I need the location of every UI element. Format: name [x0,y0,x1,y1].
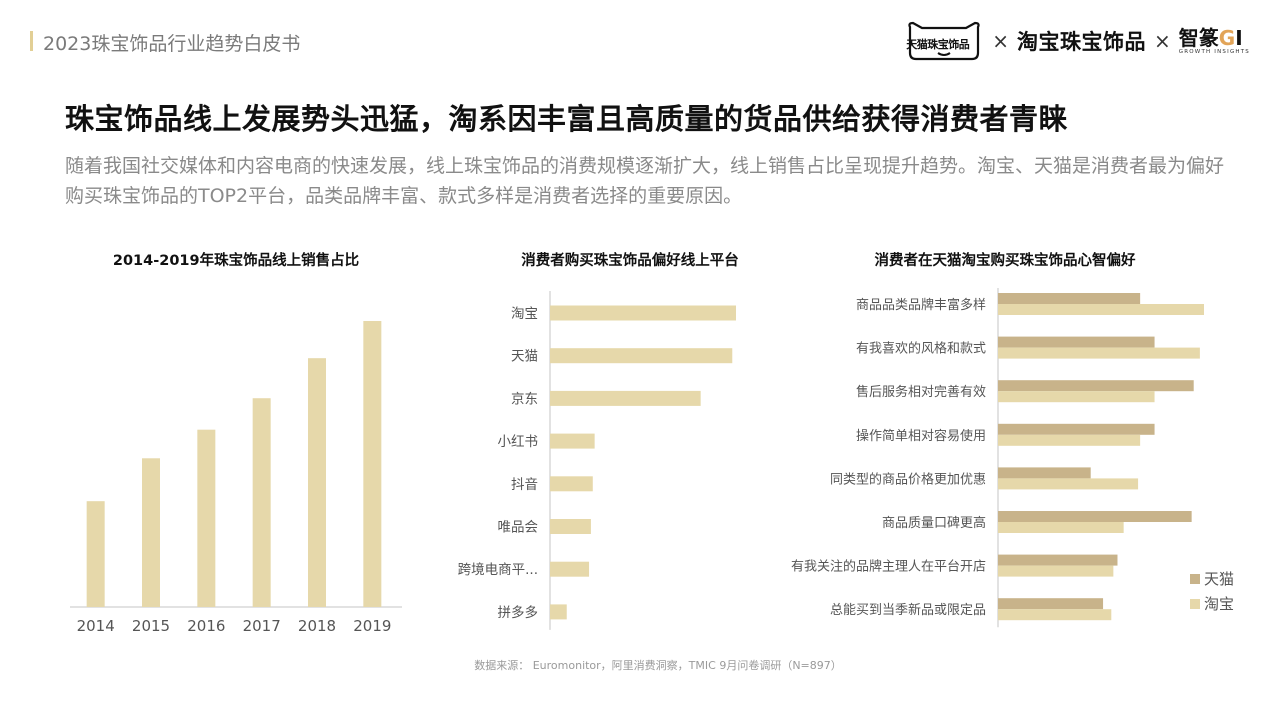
category-label: 售后服务相对完善有效 [856,384,986,400]
page-headline: 珠宝饰品线上发展势头迅猛，淘系因丰富且高质量的货品供给获得消费者青睐 [65,102,1069,136]
legend-label: 天猫 [1204,570,1234,588]
bar-小红书 [550,433,595,449]
partner-logos: 天猫珠宝饰品 × 淘宝珠宝饰品 × 智篆GI GROWTH INSIGHTS [904,18,1250,64]
category-label: 京东 [511,391,538,407]
category-label: 跨境电商平... [458,562,538,578]
gi-letter-g: G [1218,26,1236,50]
x-tick-label: 2014 [77,617,115,635]
logo-separator: × [1154,29,1171,53]
bar-淘宝-5 [998,478,1139,490]
bar-天猫-6 [998,511,1192,522]
category-label: 同类型的商品价格更加优惠 [830,471,986,487]
bar-淘宝-7 [998,565,1114,577]
bar-抖音 [550,476,593,492]
legend-swatch-天猫 [1190,574,1200,584]
bar-天猫 [550,348,733,364]
tmall-logo: 天猫珠宝饰品 [904,19,984,63]
bar-2018 [308,358,326,607]
bar-2015 [142,458,160,607]
category-label: 天猫 [511,349,538,365]
category-label: 商品质量口碑更高 [882,515,986,531]
online-share-bar-chart: 2014 2015 2016 2017 2018 2019 [70,321,402,635]
tmall-cat-outline-icon [908,21,980,61]
category-label: 小红书 [498,434,539,450]
growth-insights-tagline: GROWTH INSIGHTS [1178,49,1250,55]
bar-天猫-2 [998,336,1155,348]
category-label: 抖音 [511,476,538,493]
bar-淘宝-3 [998,391,1155,403]
category-label: 有我喜欢的风格和款式 [856,341,986,357]
gi-main-text: 智篆 [1178,26,1219,50]
bar-天猫-1 [998,293,1141,304]
chart2-title: 消费者购买珠宝饰品偏好线上平台 [521,253,739,269]
report-title: 2023珠宝饰品行业趋势白皮书 [43,33,301,55]
bar-淘宝-8 [998,609,1112,621]
bar-拼多多 [550,604,567,620]
x-tick-label: 2015 [132,617,170,635]
category-label: 总能买到当季新品或限定品 [830,602,986,618]
category-label: 淘宝 [511,306,538,322]
bar-天猫-5 [998,467,1091,479]
tmall-logo-text: 天猫珠宝饰品 [906,38,970,51]
bar-淘宝-6 [998,522,1124,533]
bar-2017 [252,398,271,607]
bar-淘宝-1 [998,304,1204,315]
legend-label: 淘宝 [1204,595,1234,613]
chart1-title: 2014-2019年珠宝饰品线上销售占比 [112,253,360,269]
bar-京东 [550,390,701,406]
category-label: 商品品类品牌丰富多样 [856,297,986,313]
gi-letter-i: I [1235,26,1243,50]
x-tick-label: 2016 [187,617,225,635]
logo-separator: × [992,29,1010,53]
header-accent-bar [30,31,33,51]
legend-swatch-淘宝 [1190,599,1200,609]
bar-天猫-7 [998,554,1118,566]
intro-paragraph: 随着我国社交媒体和内容电商的快速发展，线上珠宝饰品的消费规模逐渐扩大，线上销售占… [65,155,1225,207]
growth-insights-logo: 智篆GI GROWTH INSIGHTS [1179,27,1250,55]
bar-天猫-8 [998,598,1104,610]
x-tick-label: 2017 [243,617,281,635]
bar-唯品会 [550,519,591,534]
bar-天猫-4 [998,423,1155,435]
category-label: 唯品会 [498,520,539,536]
data-source-note: 数据来源： Euromonitor，阿里消费洞察，TMIC 9月问卷调研（N=8… [474,659,842,672]
taobao-logo-text: 淘宝珠宝饰品 [1017,30,1147,54]
category-label: 有我关注的品牌主理人在平台开店 [791,559,986,575]
bar-天猫-3 [998,380,1194,392]
bar-2014 [86,501,105,607]
bar-淘宝-4 [998,434,1141,446]
bar-淘宝 [550,305,736,321]
category-label: 操作简单相对容易使用 [856,428,986,444]
growth-insights-wordmark: 智篆GI [1179,27,1243,49]
bar-2016 [197,429,216,607]
x-tick-label: 2018 [298,617,336,635]
mindset-preference-bar-chart: 商品品类品牌丰富多样有我喜欢的风格和款式售后服务相对完善有效操作简单相对容易使用… [791,288,1234,628]
bar-跨境电商平... [550,561,590,577]
bar-2019 [363,321,382,607]
chart3-title: 消费者在天猫淘宝购买珠宝饰品心智偏好 [874,253,1136,269]
category-label: 拼多多 [498,604,539,621]
x-tick-label: 2019 [353,617,391,635]
bar-淘宝-2 [998,347,1200,359]
